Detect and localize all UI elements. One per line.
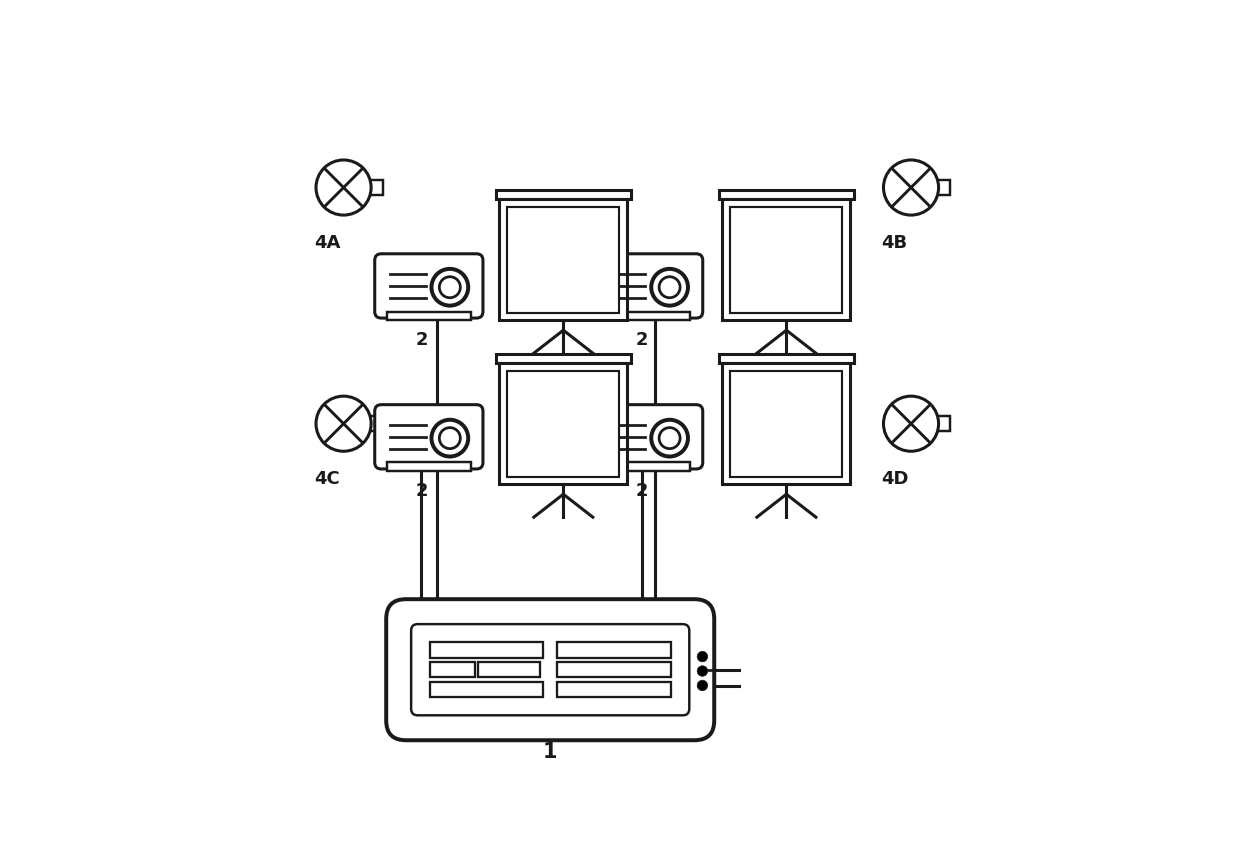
- Bar: [370, 417, 383, 431]
- Bar: [558, 682, 671, 697]
- Bar: [723, 363, 851, 485]
- Circle shape: [651, 420, 688, 457]
- Text: 3C: 3C: [547, 406, 580, 429]
- Bar: [730, 371, 842, 476]
- Circle shape: [316, 160, 371, 215]
- Bar: [937, 417, 950, 431]
- Circle shape: [697, 651, 708, 662]
- Circle shape: [697, 680, 708, 691]
- Circle shape: [432, 269, 469, 306]
- Text: 2: 2: [636, 481, 649, 499]
- Bar: [606, 463, 691, 471]
- Bar: [937, 181, 950, 195]
- Text: 4A: 4A: [314, 234, 340, 252]
- Bar: [558, 642, 671, 658]
- Bar: [723, 199, 851, 320]
- Text: 4B: 4B: [882, 234, 908, 252]
- Circle shape: [660, 428, 680, 449]
- FancyBboxPatch shape: [374, 405, 482, 469]
- Circle shape: [316, 396, 371, 452]
- Text: 3B: 3B: [769, 241, 804, 265]
- Bar: [719, 354, 853, 363]
- FancyBboxPatch shape: [386, 599, 714, 740]
- Text: 4D: 4D: [880, 470, 909, 488]
- FancyBboxPatch shape: [594, 254, 703, 318]
- Bar: [429, 682, 543, 697]
- Bar: [730, 207, 842, 313]
- Bar: [370, 181, 383, 195]
- Bar: [496, 191, 631, 199]
- FancyBboxPatch shape: [412, 625, 689, 716]
- Circle shape: [883, 396, 939, 452]
- Bar: [500, 363, 627, 485]
- Circle shape: [883, 160, 939, 215]
- Circle shape: [697, 665, 708, 676]
- Bar: [387, 312, 471, 320]
- Bar: [479, 662, 539, 677]
- Bar: [558, 662, 671, 677]
- Bar: [500, 199, 627, 320]
- Circle shape: [439, 277, 460, 297]
- FancyBboxPatch shape: [374, 254, 482, 318]
- FancyBboxPatch shape: [594, 405, 703, 469]
- Bar: [507, 371, 620, 476]
- Bar: [429, 642, 543, 658]
- Bar: [429, 662, 475, 677]
- Text: 4C: 4C: [314, 470, 340, 488]
- Text: 1: 1: [543, 742, 558, 762]
- Bar: [387, 463, 471, 471]
- Circle shape: [439, 428, 460, 449]
- Bar: [496, 354, 631, 363]
- Bar: [719, 191, 853, 199]
- Circle shape: [651, 269, 688, 306]
- Text: 3D: 3D: [769, 406, 805, 429]
- Circle shape: [660, 277, 680, 297]
- Text: 2: 2: [417, 481, 429, 499]
- Text: 3A: 3A: [546, 241, 580, 265]
- Text: 2: 2: [417, 331, 429, 348]
- Bar: [507, 207, 620, 313]
- Circle shape: [432, 420, 469, 457]
- Text: 2: 2: [636, 331, 649, 348]
- Bar: [606, 312, 691, 320]
